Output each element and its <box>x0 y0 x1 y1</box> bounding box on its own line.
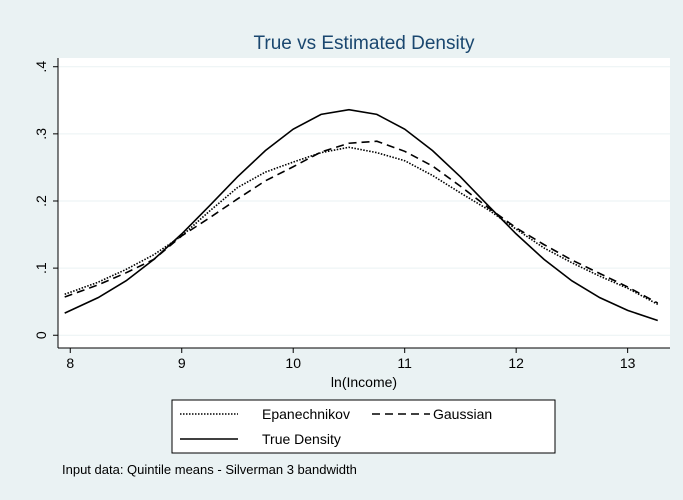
series-line <box>64 108 658 322</box>
y-tick-label: .3 <box>33 128 49 140</box>
legend-label: Gaussian <box>433 406 492 422</box>
y-tick-label: 0 <box>33 331 49 339</box>
series-line <box>64 146 659 306</box>
series-line <box>64 140 659 304</box>
legend-label: True Density <box>262 431 341 447</box>
legend-label: Epanechnikov <box>262 406 350 422</box>
y-tick-label: .4 <box>33 61 49 73</box>
x-tick-label: 11 <box>397 355 412 371</box>
x-tick-label: 10 <box>285 355 301 371</box>
x-tick-label: 12 <box>508 355 524 371</box>
plot-area <box>58 58 670 348</box>
x-tick-label: 13 <box>620 355 636 371</box>
x-axis-label: ln(Income) <box>331 374 397 390</box>
chart-title: True vs Estimated Density <box>253 33 475 54</box>
legend <box>171 399 556 454</box>
x-tick-label: 8 <box>66 355 74 371</box>
y-tick-label: .1 <box>33 262 49 274</box>
x-tick-label: 9 <box>178 355 186 371</box>
note: Input data: Quintile means - Silverman 3… <box>62 462 357 477</box>
y-tick-label: .2 <box>33 195 49 207</box>
